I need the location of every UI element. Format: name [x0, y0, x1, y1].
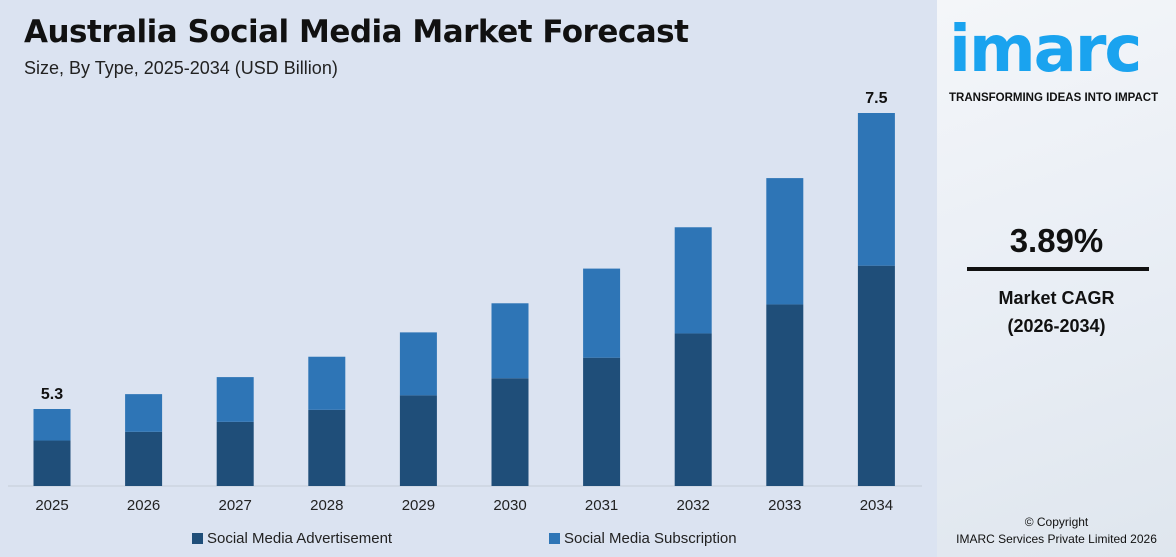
x-tick-label: 2026: [127, 497, 160, 514]
company-name: IMARC Services Private Limited 2026: [956, 532, 1157, 546]
bar-advertisement-2027: [216, 421, 254, 486]
legend-label: Social Media Advertisement: [207, 530, 393, 547]
bar-advertisement-2030: [491, 378, 529, 486]
copyright-text: © Copyright: [1024, 515, 1089, 529]
bar-advertisement-2032: [674, 333, 712, 486]
cagr-value: 3.89%: [1009, 222, 1104, 259]
data-label: 5.3: [41, 386, 63, 403]
cagr-label-text: Market CAGR: [998, 288, 1115, 308]
bar-subscription-2032: [674, 227, 712, 334]
x-tick-label: 2030: [493, 497, 526, 514]
bar-subscription-2025: [33, 409, 71, 441]
chart-subtitle: Size, By Type, 2025-2034 (USD Billion): [24, 58, 338, 78]
x-tick-label: 2033: [768, 497, 801, 514]
bar-chart: 2025 5.3 2026 2027 2028 2029 2030 2031 2032 2033 2…: [8, 90, 922, 514]
bar-subscription-2029: [399, 332, 437, 396]
x-tick-label: 2025: [35, 497, 68, 514]
x-tick-label: 2027: [219, 497, 252, 514]
x-tick-label: 2029: [402, 497, 435, 514]
cagr-period: (2026-2034): [1007, 316, 1106, 336]
legend-swatch: [192, 533, 203, 544]
bar-subscription-2028: [308, 356, 346, 410]
bar-subscription-2026: [125, 394, 163, 432]
bar-advertisement-2028: [308, 409, 346, 486]
bar-advertisement-2026: [125, 431, 163, 486]
data-label: 7.5: [865, 90, 887, 107]
bar-subscription-2034: [857, 113, 895, 266]
legend-label: Social Media Subscription: [564, 530, 737, 547]
legend-item-advertisement: Social Media Advertisement: [192, 530, 392, 547]
bar-advertisement-2033: [766, 304, 804, 486]
sidebar-panel: imarc TRANSFORMING IDEAS INTO IMPACT 3.8…: [937, 0, 1176, 557]
legend-item-subscription: Social Media Subscription: [549, 530, 737, 547]
legend-swatch: [549, 533, 560, 544]
bar-advertisement-2031: [583, 357, 621, 486]
divider: [967, 267, 1149, 271]
cagr-label: Market CAGR (2026-2034): [937, 284, 1176, 340]
bar-subscription-2027: [216, 377, 254, 422]
bar-subscription-2030: [491, 303, 529, 379]
bar-advertisement-2025: [33, 440, 71, 486]
copyright: © Copyright IMARC Services Private Limit…: [937, 514, 1176, 548]
bar-advertisement-2034: [857, 265, 895, 486]
imarc-logo: imarc: [949, 13, 1142, 87]
bar-advertisement-2029: [399, 395, 437, 486]
bar-subscription-2031: [583, 268, 621, 358]
x-tick-label: 2032: [677, 497, 710, 514]
chart-panel: Australia Social Media Market Forecast S…: [8, 14, 922, 547]
page-title: Australia Social Media Market Forecast: [24, 14, 689, 50]
x-tick-label: 2034: [860, 497, 893, 514]
x-tick-label: 2031: [585, 497, 618, 514]
x-tick-label: 2028: [310, 497, 343, 514]
tagline: TRANSFORMING IDEAS INTO IMPACT: [949, 92, 1159, 104]
bar-subscription-2033: [766, 178, 804, 305]
